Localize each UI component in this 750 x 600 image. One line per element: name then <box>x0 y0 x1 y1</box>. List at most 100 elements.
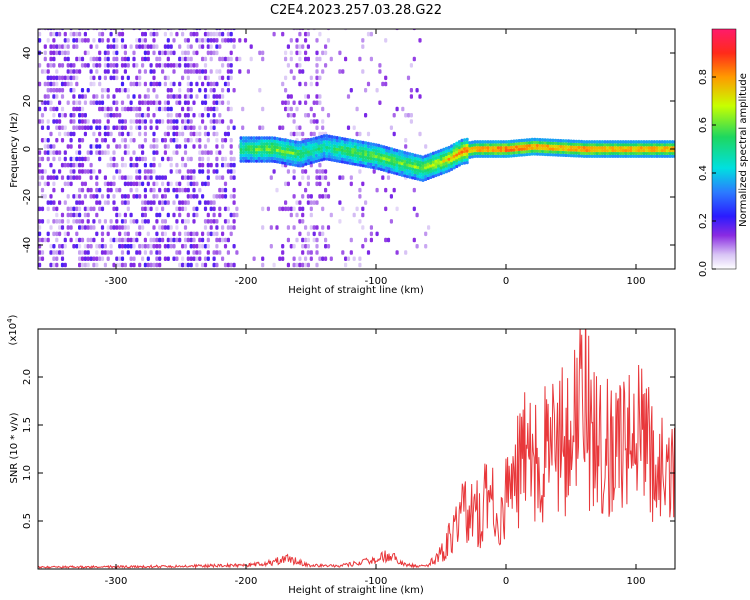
heatmap-noise-cell <box>126 106 130 112</box>
heatmap-noise-cell <box>301 175 305 180</box>
heatmap-noise-cell <box>72 31 76 37</box>
heatmap-ridge-cell <box>468 152 472 156</box>
heatmap-ridge-cell <box>496 145 500 150</box>
heatmap-noise-cell <box>72 206 76 212</box>
colorbar-tick-label: 0.0 <box>698 261 709 277</box>
heatmap-noise-cell <box>138 106 142 112</box>
heatmap-noise-cell <box>215 44 219 49</box>
heatmap-noise-cell <box>412 187 416 193</box>
heatmap-ridge-cell <box>460 156 464 160</box>
heatmap-ridge-cell <box>288 156 292 161</box>
heatmap-ridge-cell <box>353 159 357 163</box>
heatmap-noise-cell <box>189 194 193 199</box>
heatmap-noise-cell <box>284 181 288 187</box>
heatmap-noise-cell <box>132 150 136 155</box>
heatmap-ridge-cell <box>452 151 456 155</box>
heatmap-noise-cell <box>272 262 276 268</box>
heatmap-ridge-cell <box>416 157 420 161</box>
heatmap-ridge-cell <box>340 160 344 164</box>
heatmap-ridge-cell <box>424 177 428 181</box>
heatmap-noise-cell <box>98 200 102 205</box>
heatmap-ridge-cell <box>538 138 542 142</box>
heatmap-noise-cell <box>238 38 242 43</box>
heatmap-ridge-cell <box>351 156 355 160</box>
heatmap-noise-cell <box>169 125 173 130</box>
heatmap-noise-cell <box>123 194 127 199</box>
heatmap-noise-cell <box>138 250 142 255</box>
heatmap-noise-cell <box>80 250 85 255</box>
heatmap-noise-cell <box>344 256 348 261</box>
heatmap-noise-cell <box>149 187 153 193</box>
heatmap-noise-cell <box>132 81 136 87</box>
heatmap-ridge-cell <box>340 151 344 155</box>
heatmap-noise-cell <box>58 31 62 37</box>
heatmap-ridge-cell <box>548 138 552 142</box>
heatmap-noise-cell <box>269 225 273 230</box>
heatmap-noise-cell <box>352 125 356 130</box>
heatmap-ridge-cell <box>481 154 485 158</box>
heatmap-noise-cell <box>175 100 179 105</box>
heatmap-ridge-cell <box>556 150 560 154</box>
heatmap-noise-cell <box>415 244 419 249</box>
heatmap-noise-cell <box>83 119 87 124</box>
heatmap-ridge-cell <box>348 155 352 160</box>
heatmap-noise-cell <box>201 181 205 187</box>
heatmap-ridge-cell <box>632 154 636 158</box>
heatmap-noise-cell <box>289 206 293 212</box>
heatmap-ridge-cell <box>608 143 612 147</box>
heatmap-noise-cell <box>186 75 190 81</box>
heatmap-ridge-cell <box>369 145 373 149</box>
heatmap-noise-cell <box>295 237 299 243</box>
heatmap-ridge-cell <box>283 155 287 160</box>
heatmap-ridge-cell <box>268 144 272 149</box>
heatmap-noise-cell <box>66 81 70 87</box>
heatmap-noise-cell <box>201 113 205 118</box>
heatmap-noise-cell <box>100 106 105 112</box>
heatmap-ridge-cell <box>546 138 550 142</box>
heatmap-noise-cell <box>369 31 373 37</box>
heatmap-noise-cell <box>112 113 116 118</box>
heatmap-noise-cell <box>129 131 133 137</box>
heatmap-ridge-cell <box>260 147 264 152</box>
heatmap-noise-cell <box>46 69 50 74</box>
heatmap-noise-cell <box>103 219 107 224</box>
heatmap-ridge-cell <box>561 150 565 154</box>
heatmap-noise-cell <box>172 38 176 43</box>
heatmap-noise-cell <box>66 75 70 81</box>
heatmap-noise-cell <box>286 206 290 212</box>
heatmap-ridge-cell <box>634 143 638 147</box>
heatmap-ridge-cell <box>468 141 472 145</box>
heatmap-noise-cell <box>49 175 53 180</box>
heatmap-noise-cell <box>301 262 305 268</box>
heatmap-ridge-cell <box>642 145 646 150</box>
heatmap-noise-cell <box>375 231 379 237</box>
heatmap-noise-cell <box>89 206 93 212</box>
heatmap-noise-cell <box>40 125 45 130</box>
heatmap-ridge-cell <box>403 168 407 172</box>
heatmap-ridge-cell <box>286 150 290 154</box>
heatmap-noise-cell <box>89 162 93 168</box>
heatmap-noise-cell <box>295 44 299 49</box>
heatmap-ridge-cell <box>598 140 602 144</box>
heatmap-ridge-cell <box>408 172 412 176</box>
heatmap-noise-cell <box>369 56 373 62</box>
heatmap-noise-cell <box>132 50 136 56</box>
heatmap-noise-cell <box>58 219 62 224</box>
heatmap-noise-cell <box>186 212 190 218</box>
heatmap-ridge-cell <box>502 154 506 158</box>
heatmap-noise-cell <box>126 75 130 81</box>
heatmap-noise-cell <box>49 106 53 112</box>
heatmap-noise-cell <box>284 75 288 81</box>
heatmap-ridge-cell <box>600 140 604 144</box>
heatmap-ridge-cell <box>249 156 253 160</box>
heatmap-noise-cell <box>72 131 76 137</box>
heatmap-ridge-cell <box>247 156 251 160</box>
heatmap-ridge-cell <box>398 149 402 153</box>
heatmap-ridge-cell <box>593 140 597 144</box>
heatmap-ridge-cell <box>387 155 391 159</box>
heatmap-ridge-cell <box>639 145 643 150</box>
heatmap-ridge-cell <box>434 173 438 178</box>
heatmap-ridge-cell <box>629 154 633 158</box>
heatmap-ridge-cell <box>312 142 316 147</box>
heatmap-noise-cell <box>298 206 302 212</box>
